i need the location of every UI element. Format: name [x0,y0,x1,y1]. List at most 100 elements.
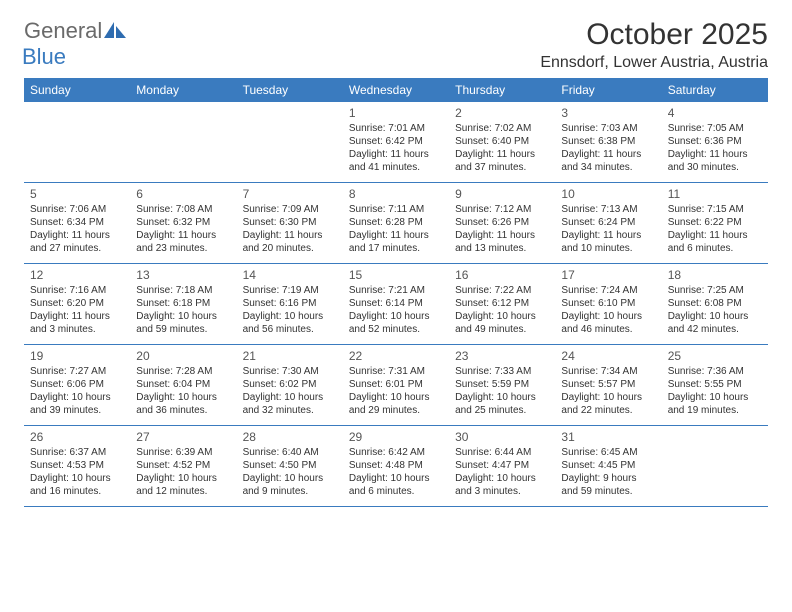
sunrise-text: Sunrise: 7:28 AM [136,365,230,378]
daylight-text: Daylight: 11 hours and 17 minutes. [349,229,443,255]
day-info: Sunrise: 7:03 AMSunset: 6:38 PMDaylight:… [561,122,655,174]
day-cell: 17Sunrise: 7:24 AMSunset: 6:10 PMDayligh… [555,264,661,344]
day-info: Sunrise: 7:33 AMSunset: 5:59 PMDaylight:… [455,365,549,417]
day-cell: 30Sunrise: 6:44 AMSunset: 4:47 PMDayligh… [449,426,555,506]
weekday-header-cell: Tuesday [237,78,343,102]
sunrise-text: Sunrise: 7:06 AM [30,203,124,216]
daylight-text: Daylight: 10 hours and 22 minutes. [561,391,655,417]
daylight-text: Daylight: 11 hours and 10 minutes. [561,229,655,255]
sunset-text: Sunset: 4:48 PM [349,459,443,472]
week-row: 26Sunrise: 6:37 AMSunset: 4:53 PMDayligh… [24,426,768,507]
week-row: 12Sunrise: 7:16 AMSunset: 6:20 PMDayligh… [24,264,768,345]
daylight-text: Daylight: 10 hours and 3 minutes. [455,472,549,498]
sunrise-text: Sunrise: 7:09 AM [243,203,337,216]
day-cell [130,102,236,182]
day-info: Sunrise: 7:34 AMSunset: 5:57 PMDaylight:… [561,365,655,417]
sunrise-text: Sunrise: 7:22 AM [455,284,549,297]
day-number: 12 [30,268,124,282]
sunset-text: Sunset: 6:30 PM [243,216,337,229]
daylight-text: Daylight: 10 hours and 25 minutes. [455,391,549,417]
day-cell: 23Sunrise: 7:33 AMSunset: 5:59 PMDayligh… [449,345,555,425]
day-info: Sunrise: 6:44 AMSunset: 4:47 PMDaylight:… [455,446,549,498]
sunset-text: Sunset: 5:59 PM [455,378,549,391]
daylight-text: Daylight: 10 hours and 6 minutes. [349,472,443,498]
day-cell: 10 Sunrise: 7:13 AMSunset: 6:24 PMDayligh… [555,183,661,263]
daylight-text: Daylight: 11 hours and 20 minutes. [243,229,337,255]
sunrise-text: Sunrise: 7:30 AM [243,365,337,378]
day-cell: 5Sunrise: 7:06 AMSunset: 6:34 PMDaylight… [24,183,130,263]
day-number: 8 [349,187,443,201]
day-info: Sunrise: 7:19 AMSunset: 6:16 PMDaylight:… [243,284,337,336]
day-cell: 9 Sunrise: 7:12 AMSunset: 6:26 PMDaylight… [449,183,555,263]
logo: General Blue [24,18,126,70]
sunset-text: Sunset: 4:52 PM [136,459,230,472]
daylight-text: Daylight: 10 hours and 32 minutes. [243,391,337,417]
day-info: Sunrise: 6:45 AMSunset: 4:45 PMDaylight:… [561,446,655,498]
sunset-text: Sunset: 6:08 PM [668,297,762,310]
sunset-text: Sunset: 6:28 PM [349,216,443,229]
week-row: 19Sunrise: 7:27 AMSunset: 6:06 PMDayligh… [24,345,768,426]
day-number: 16 [455,268,549,282]
sunset-text: Sunset: 6:42 PM [349,135,443,148]
weekday-header-cell: Monday [130,78,236,102]
logo-text: General Blue [24,18,126,70]
week-row: 5Sunrise: 7:06 AMSunset: 6:34 PMDaylight… [24,183,768,264]
day-info: Sunrise: 7:12 AMSunset: 6:26 PMDaylight:… [455,203,549,255]
day-cell: 28Sunrise: 6:40 AMSunset: 4:50 PMDayligh… [237,426,343,506]
sunset-text: Sunset: 6:26 PM [455,216,549,229]
day-number: 6 [136,187,230,201]
sunset-text: Sunset: 6:14 PM [349,297,443,310]
day-number: 10 [561,187,655,201]
day-info: Sunrise: 7:01 AMSunset: 6:42 PMDaylight:… [349,122,443,174]
day-number: 29 [349,430,443,444]
day-cell: 22Sunrise: 7:31 AMSunset: 6:01 PMDayligh… [343,345,449,425]
sunset-text: Sunset: 6:10 PM [561,297,655,310]
weekday-header-cell: Thursday [449,78,555,102]
sunset-text: Sunset: 4:45 PM [561,459,655,472]
month-title: October 2025 [540,18,768,52]
sunset-text: Sunset: 6:12 PM [455,297,549,310]
sunset-text: Sunset: 6:20 PM [30,297,124,310]
day-number: 4 [668,106,762,120]
daylight-text: Daylight: 9 hours and 59 minutes. [561,472,655,498]
header: General Blue October 2025 Ennsdorf, Lowe… [24,18,768,72]
day-cell: 14Sunrise: 7:19 AMSunset: 6:16 PMDayligh… [237,264,343,344]
day-cell: 21Sunrise: 7:30 AMSunset: 6:02 PMDayligh… [237,345,343,425]
sunrise-text: Sunrise: 7:21 AM [349,284,443,297]
sunrise-text: Sunrise: 7:02 AM [455,122,549,135]
day-cell: 18Sunrise: 7:25 AMSunset: 6:08 PMDayligh… [662,264,768,344]
weekday-header-cell: Sunday [24,78,130,102]
daylight-text: Daylight: 11 hours and 37 minutes. [455,148,549,174]
day-number: 5 [30,187,124,201]
sunrise-text: Sunrise: 7:13 AM [561,203,655,216]
sunset-text: Sunset: 6:32 PM [136,216,230,229]
day-number: 22 [349,349,443,363]
daylight-text: Daylight: 10 hours and 9 minutes. [243,472,337,498]
day-number: 2 [455,106,549,120]
daylight-text: Daylight: 10 hours and 42 minutes. [668,310,762,336]
daylight-text: Daylight: 10 hours and 39 minutes. [30,391,124,417]
sunrise-text: Sunrise: 7:19 AM [243,284,337,297]
sunrise-text: Sunrise: 6:45 AM [561,446,655,459]
day-info: Sunrise: 7:27 AMSunset: 6:06 PMDaylight:… [30,365,124,417]
sunrise-text: Sunrise: 7:12 AM [455,203,549,216]
day-info: Sunrise: 7:15 AMSunset: 6:22 PMDaylight:… [668,203,762,255]
sunset-text: Sunset: 6:24 PM [561,216,655,229]
daylight-text: Daylight: 10 hours and 36 minutes. [136,391,230,417]
day-cell: 25Sunrise: 7:36 AMSunset: 5:55 PMDayligh… [662,345,768,425]
daylight-text: Daylight: 11 hours and 23 minutes. [136,229,230,255]
logo-text-general: General [24,18,102,43]
daylight-text: Daylight: 10 hours and 29 minutes. [349,391,443,417]
day-info: Sunrise: 7:13 AMSunset: 6:24 PMDaylight:… [561,203,655,255]
sunrise-text: Sunrise: 7:15 AM [668,203,762,216]
daylight-text: Daylight: 10 hours and 49 minutes. [455,310,549,336]
day-cell: 29Sunrise: 6:42 AMSunset: 4:48 PMDayligh… [343,426,449,506]
sunrise-text: Sunrise: 7:25 AM [668,284,762,297]
day-cell: 20Sunrise: 7:28 AMSunset: 6:04 PMDayligh… [130,345,236,425]
day-number: 15 [349,268,443,282]
sunset-text: Sunset: 6:18 PM [136,297,230,310]
day-info: Sunrise: 7:05 AMSunset: 6:36 PMDaylight:… [668,122,762,174]
day-number: 9 [455,187,549,201]
sunrise-text: Sunrise: 7:18 AM [136,284,230,297]
day-number: 13 [136,268,230,282]
